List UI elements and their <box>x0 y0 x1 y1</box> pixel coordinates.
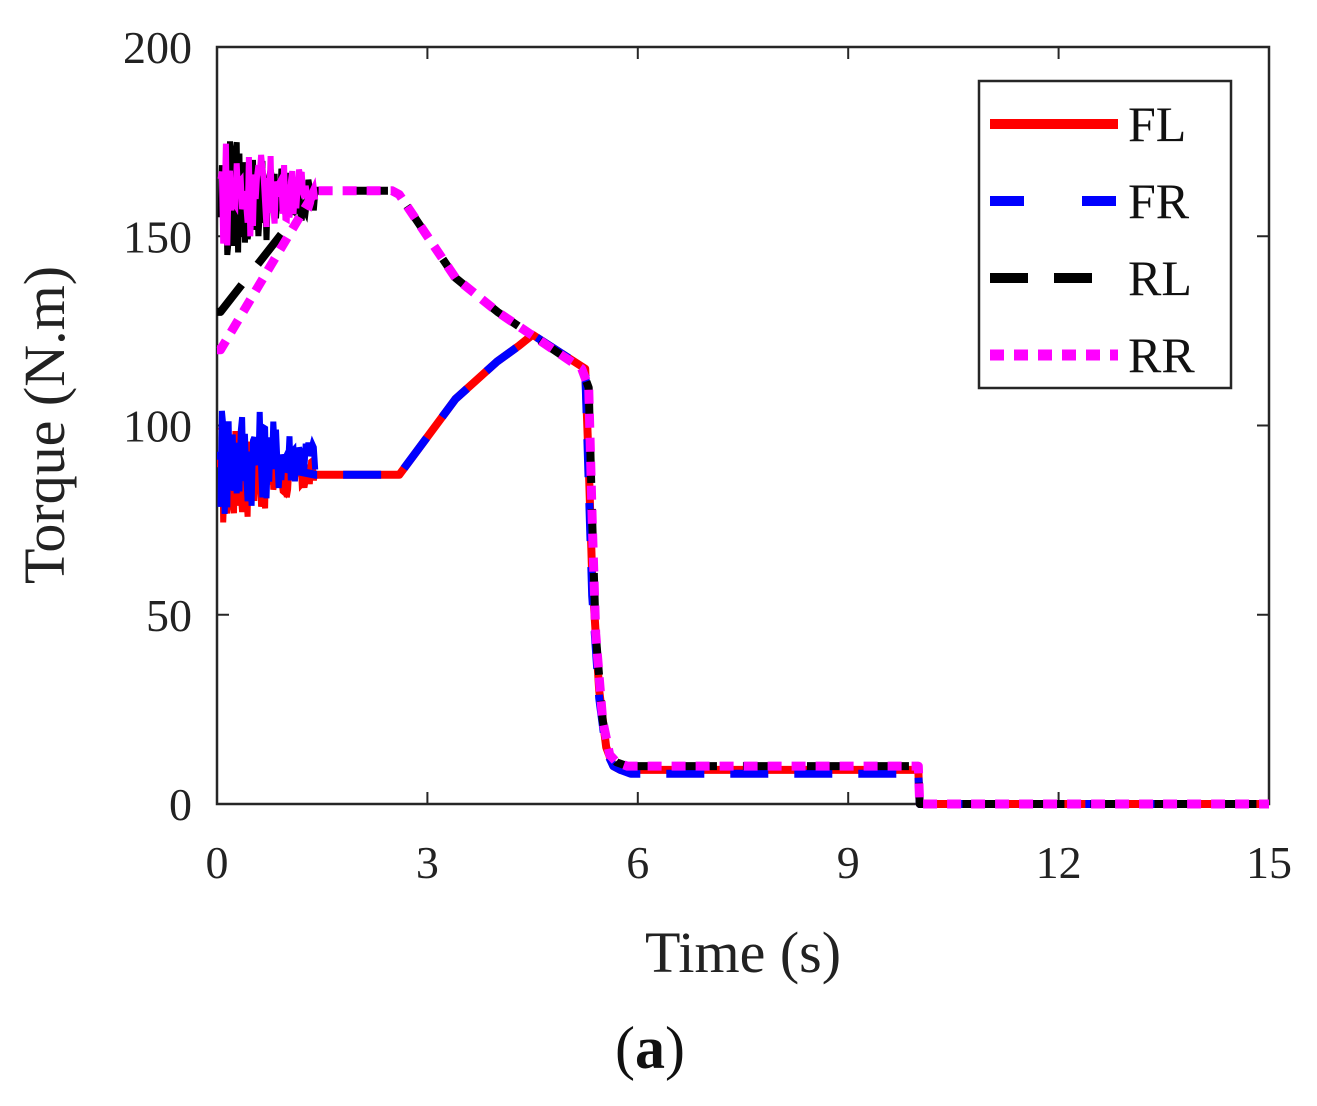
legend-label-rl: RL <box>1128 250 1192 306</box>
series-rr <box>216 143 1269 809</box>
legend-box <box>977 79 1233 390</box>
legend-label-fl: FL <box>1128 96 1186 152</box>
x-tick-label: 3 <box>416 837 439 888</box>
x-tick-label: 12 <box>1036 837 1082 888</box>
y-tick-label: 50 <box>146 590 192 641</box>
legend: FL FR RL RR <box>977 79 1233 390</box>
legend-label-fr: FR <box>1128 173 1190 229</box>
figure-caption: (a) <box>615 1015 685 1081</box>
x-tick-label: 0 <box>206 837 229 888</box>
x-tick-label: 9 <box>837 837 860 888</box>
legend-label-rr: RR <box>1128 327 1195 383</box>
caption-open: ( <box>615 1015 635 1081</box>
y-axis-title: Torque (N.m) <box>12 266 77 584</box>
y-tick-label: 200 <box>123 22 192 73</box>
x-tick-label: 6 <box>626 837 649 888</box>
caption-close: ) <box>665 1015 685 1081</box>
x-tick-label: 15 <box>1246 837 1292 888</box>
x-axis-title: Time (s) <box>645 920 841 985</box>
line-rr <box>216 186 1269 809</box>
caption-letter: a <box>635 1015 665 1081</box>
series-fr <box>216 330 1269 808</box>
series-layer <box>216 141 1269 809</box>
oscillation-rr <box>217 143 319 246</box>
oscillation-fr <box>217 410 319 514</box>
y-tick-label: 0 <box>169 779 192 830</box>
y-tick-label: 100 <box>123 401 192 452</box>
y-tick-label: 150 <box>123 211 192 262</box>
